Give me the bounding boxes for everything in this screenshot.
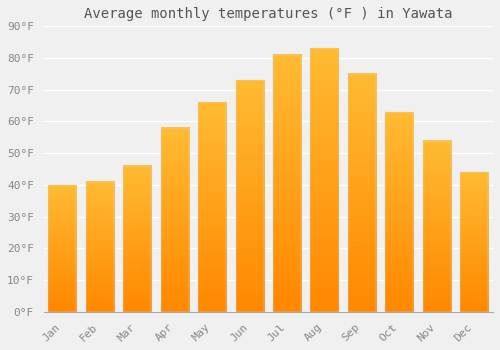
Bar: [160, 128, 189, 312]
Bar: [460, 172, 488, 312]
Bar: [48, 185, 76, 312]
Bar: [198, 103, 226, 312]
Bar: [123, 166, 152, 312]
Bar: [86, 182, 114, 312]
Bar: [386, 112, 413, 312]
Bar: [348, 74, 376, 312]
Bar: [423, 141, 451, 312]
Bar: [310, 49, 338, 312]
Title: Average monthly temperatures (°F ) in Yawata: Average monthly temperatures (°F ) in Ya…: [84, 7, 452, 21]
Bar: [273, 55, 301, 312]
Bar: [236, 80, 264, 312]
